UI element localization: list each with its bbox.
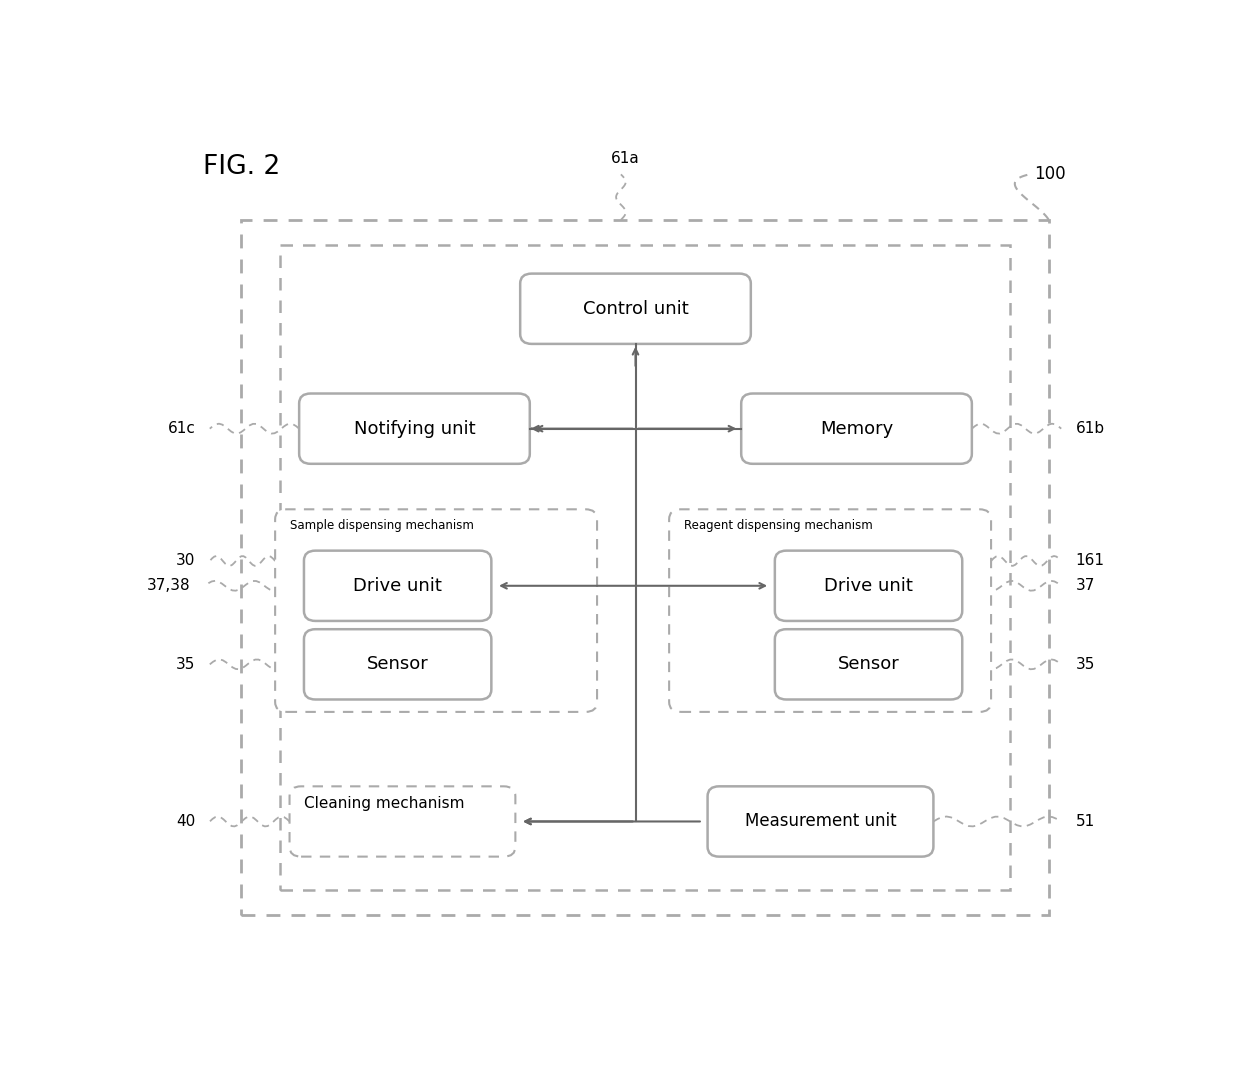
- FancyBboxPatch shape: [304, 629, 491, 699]
- FancyBboxPatch shape: [708, 786, 934, 857]
- FancyBboxPatch shape: [521, 274, 751, 344]
- Text: Reagent dispensing mechanism: Reagent dispensing mechanism: [683, 519, 872, 533]
- Text: Memory: Memory: [820, 420, 893, 438]
- Text: Measurement unit: Measurement unit: [745, 812, 897, 830]
- Text: Drive unit: Drive unit: [353, 577, 443, 595]
- FancyBboxPatch shape: [775, 551, 962, 621]
- Text: 161: 161: [1075, 553, 1105, 568]
- FancyBboxPatch shape: [290, 786, 516, 857]
- Text: FIG. 2: FIG. 2: [203, 154, 280, 179]
- FancyBboxPatch shape: [299, 393, 529, 464]
- Text: Sensor: Sensor: [367, 655, 429, 673]
- Text: 37,38: 37,38: [146, 578, 191, 593]
- FancyBboxPatch shape: [275, 509, 596, 712]
- Text: Cleaning mechanism: Cleaning mechanism: [304, 796, 465, 811]
- FancyBboxPatch shape: [280, 245, 1011, 889]
- FancyBboxPatch shape: [670, 509, 991, 712]
- Text: 37: 37: [1075, 578, 1095, 593]
- Text: Sensor: Sensor: [838, 655, 899, 673]
- Text: 51: 51: [1075, 814, 1095, 829]
- Text: 100: 100: [1034, 165, 1066, 184]
- Text: 61a: 61a: [611, 151, 640, 166]
- Text: Control unit: Control unit: [583, 300, 688, 318]
- FancyBboxPatch shape: [775, 629, 962, 699]
- FancyBboxPatch shape: [242, 220, 1049, 915]
- Text: 40: 40: [176, 814, 196, 829]
- FancyBboxPatch shape: [742, 393, 972, 464]
- Text: 30: 30: [176, 553, 196, 568]
- Text: Drive unit: Drive unit: [825, 577, 913, 595]
- Text: Sample dispensing mechanism: Sample dispensing mechanism: [290, 519, 474, 533]
- Text: 61c: 61c: [167, 421, 196, 436]
- Text: Notifying unit: Notifying unit: [353, 420, 475, 438]
- FancyBboxPatch shape: [304, 551, 491, 621]
- Text: 35: 35: [1075, 657, 1095, 672]
- Text: 35: 35: [176, 657, 196, 672]
- Text: 61b: 61b: [1075, 421, 1105, 436]
